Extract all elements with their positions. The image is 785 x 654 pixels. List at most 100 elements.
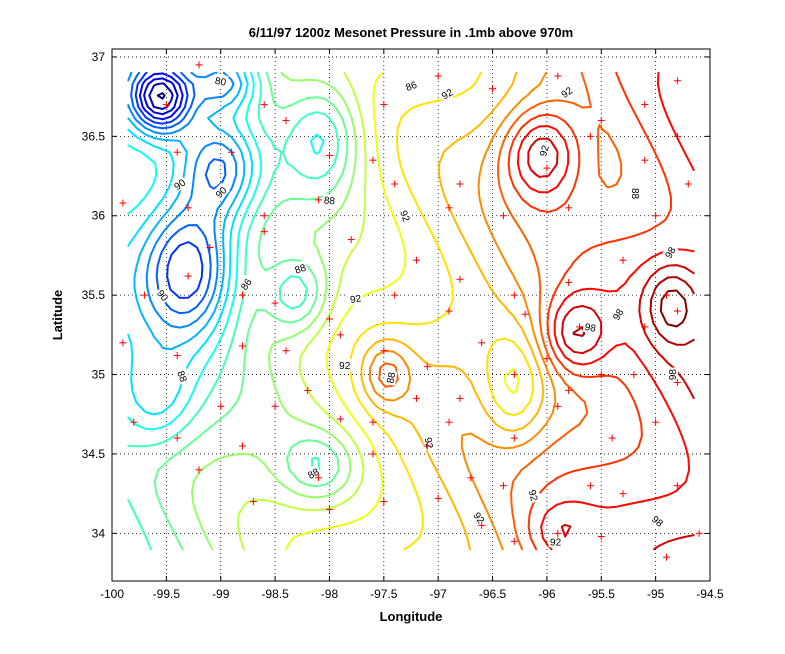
contour-line — [190, 71, 218, 79]
contour-label-text: 98 — [611, 307, 626, 323]
station-marker — [478, 339, 486, 347]
x-tick-label: -95 — [647, 587, 665, 601]
station-marker — [206, 244, 214, 252]
x-tick-label: -97.5 — [370, 587, 398, 601]
contour-label: 92 — [422, 434, 437, 451]
station-marker — [260, 101, 268, 109]
station-marker — [238, 291, 246, 299]
contour-label-bg — [402, 77, 420, 94]
contour-line — [527, 71, 672, 551]
station-marker — [184, 204, 192, 212]
station-marker — [336, 331, 344, 339]
station-marker — [586, 482, 594, 490]
station-marker — [325, 151, 333, 159]
station-marker — [380, 101, 388, 109]
y-tick-label: 35 — [92, 368, 106, 382]
contour-line — [190, 71, 357, 551]
contour-line — [656, 71, 695, 171]
contour-label-text: 86 — [239, 277, 255, 293]
contour-line — [659, 289, 688, 328]
contour-label-text: 92 — [339, 361, 351, 372]
station-marker — [423, 363, 431, 371]
contour-line — [134, 71, 189, 125]
contour-label: 92 — [437, 84, 456, 103]
station-marker — [195, 61, 203, 69]
contour-labels: 80 86 92 92 90 90 88 92 92 88 88 86 90 92 98 98 98 92 88 88… — [154, 73, 679, 548]
contour-lines — [127, 71, 695, 551]
contour-line — [278, 275, 308, 310]
contour-line — [127, 71, 235, 135]
contour-label-text: 88 — [174, 370, 188, 385]
station-marker — [325, 506, 333, 514]
station-marker — [554, 529, 562, 537]
contour-line — [460, 71, 557, 551]
contour-line — [360, 71, 545, 551]
station-marker — [141, 291, 149, 299]
station-marker — [412, 394, 420, 402]
contour-label: 88 — [174, 367, 191, 385]
contour-label-bg — [661, 243, 679, 262]
x-axis-label: Longitude — [380, 609, 443, 624]
contour-label-bg — [322, 193, 337, 207]
contour-line — [286, 439, 340, 488]
station-marker — [673, 132, 681, 140]
contour-line — [127, 498, 152, 551]
axis-ticks: -100 -99.5 -99 -98.5 -98 -97.5 -97 -96.5 -96 -95.… — [82, 49, 724, 601]
contour-label-bg — [383, 369, 398, 386]
station-marker — [391, 180, 399, 188]
station-marker — [325, 315, 333, 323]
contour-label-bg — [608, 305, 627, 324]
contour-label-bg — [526, 486, 542, 504]
contour-label-bg — [212, 73, 229, 88]
y-tick-label: 36 — [92, 209, 106, 223]
x-tick-label: -96 — [538, 587, 556, 601]
contour-line — [127, 128, 175, 247]
x-tick-label: -97 — [430, 587, 448, 601]
contour-line — [368, 349, 412, 402]
station-marker — [260, 212, 268, 220]
contour-label-text: 98 — [649, 514, 665, 530]
station-marker — [173, 148, 181, 156]
station-marker — [521, 310, 529, 318]
station-marker — [684, 180, 692, 188]
x-tick-label: -95.5 — [588, 587, 616, 601]
contour-label-text: 98 — [584, 322, 597, 335]
contour-label-bg — [665, 367, 678, 382]
station-marker — [576, 323, 584, 331]
station-marker — [510, 291, 518, 299]
contour-label-bg — [557, 82, 576, 101]
station-marker — [119, 339, 127, 347]
station-marker — [434, 72, 442, 80]
contour-label-bg — [291, 260, 309, 277]
contour-label-bg — [470, 508, 489, 527]
x-tick-label: -94.5 — [696, 587, 724, 601]
station-marker — [510, 434, 518, 442]
contour-label: 98 — [582, 319, 599, 335]
station-marker — [641, 156, 649, 164]
station-marker — [619, 490, 627, 498]
contour-line — [527, 137, 559, 178]
contour-line — [155, 224, 212, 315]
contour-label: 92 — [535, 142, 552, 159]
contour-label-text: 92 — [538, 144, 552, 158]
contour-label-text: 92 — [349, 293, 362, 306]
x-tick-label: -99.5 — [153, 587, 181, 601]
y-tick-label: 37 — [92, 50, 106, 64]
contour-line — [138, 72, 184, 121]
station-marker — [456, 275, 464, 283]
station-marker — [543, 355, 551, 363]
station-marker — [663, 553, 671, 561]
contour-label-bg — [437, 84, 456, 103]
contour-line — [349, 71, 482, 551]
station-markers — [119, 61, 703, 561]
station-marker — [467, 474, 475, 482]
station-marker — [380, 498, 388, 506]
contour-line — [486, 337, 534, 417]
station-marker — [336, 415, 344, 423]
station-marker — [445, 204, 453, 212]
station-marker — [369, 418, 377, 426]
contour-label-bg — [535, 142, 552, 159]
station-marker — [641, 101, 649, 109]
station-marker — [510, 371, 518, 379]
